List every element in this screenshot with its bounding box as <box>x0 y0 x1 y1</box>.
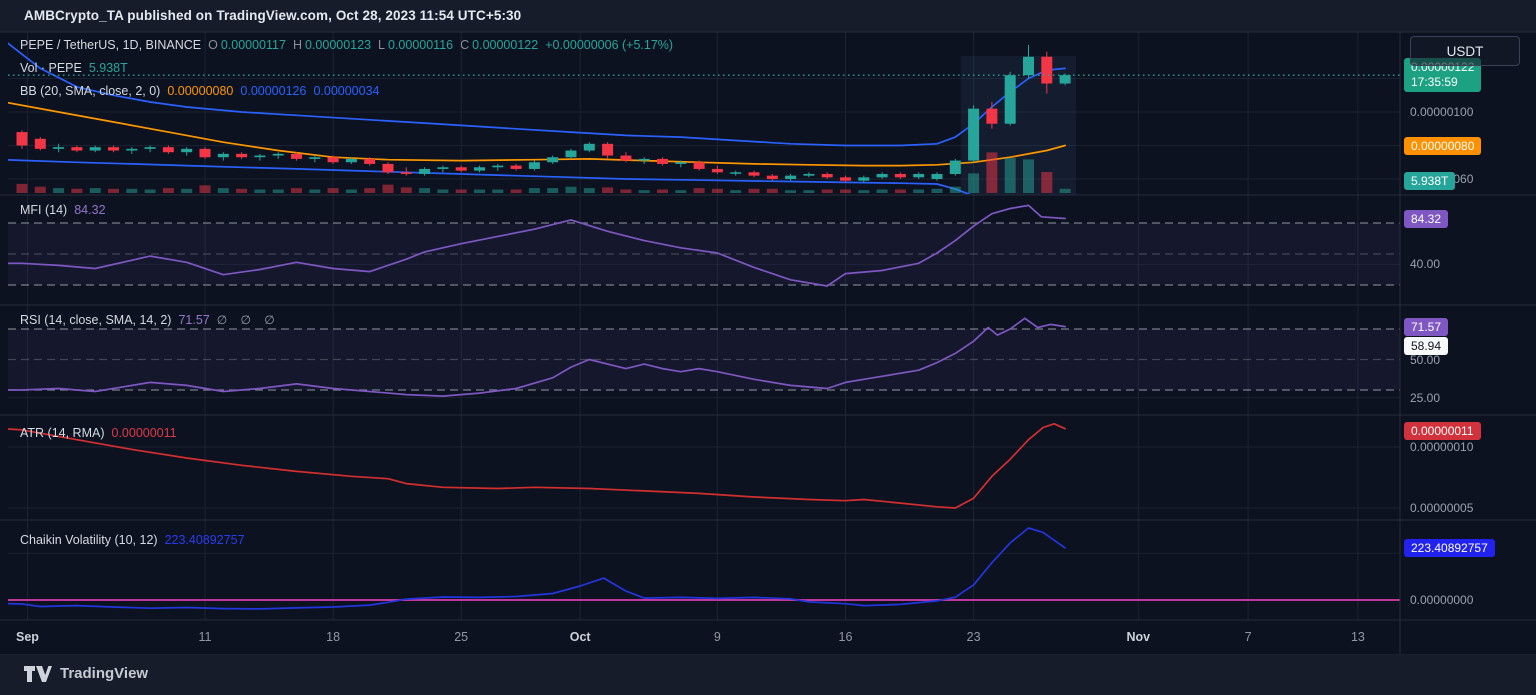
time-axis-label: 18 <box>326 630 341 644</box>
atr-legend[interactable]: ATR (14, RMA) 0.00000011 <box>20 426 177 440</box>
bb-legend[interactable]: BB (20, SMA, close, 2, 0) 0.00000080 0.0… <box>20 84 379 98</box>
axis-label: 0.00000010 <box>1410 440 1474 454</box>
time-axis-label: Oct <box>569 630 591 644</box>
rsi-title[interactable]: RSI (14, close, SMA, 14, 2) <box>20 313 172 327</box>
rsi-legend[interactable]: RSI (14, close, SMA, 14, 2) 71.57 ∅ ∅ ∅ <box>20 313 280 327</box>
open-key: O <box>208 38 218 52</box>
bb-upper-value: 0.00000126 <box>240 84 307 98</box>
time-axis-label: 25 <box>454 630 469 644</box>
atr-title[interactable]: ATR (14, RMA) <box>20 426 105 440</box>
axis-label: 0.00000005 <box>1410 501 1474 515</box>
time-axis-label: 9 <box>713 630 721 644</box>
axis-label: 0.00000000 <box>1410 593 1474 607</box>
volume-value: 5.938T <box>88 61 128 75</box>
mfi-value: 84.32 <box>74 203 106 217</box>
change-value: +0.00000006 (+5.17%) <box>545 38 674 52</box>
header-bar: AMBCrypto_TA published on TradingView.co… <box>0 0 1536 32</box>
high-value: 0.00000123 <box>304 38 372 52</box>
symbol-title[interactable]: PEPE / TetherUS, 1D, BINANCE <box>20 38 202 52</box>
time-axis-label: 23 <box>966 630 981 644</box>
footer-bar: TradingView <box>0 655 1536 695</box>
bb-basis-badge: 0.00000080 <box>1404 136 1482 155</box>
rsi-ma-badge: 58.94 <box>1404 336 1449 355</box>
time-axis-label: Nov <box>1126 630 1151 644</box>
atr-value-badge: 0.00000011 <box>1404 422 1481 441</box>
axis-label: 50.00 <box>1410 352 1441 367</box>
axis-label: 25.00 <box>1410 390 1441 405</box>
footer-brand: TradingView <box>60 665 149 682</box>
rsi-extra-symbols: ∅ ∅ ∅ <box>216 313 280 327</box>
mfi-legend[interactable]: MFI (14) 84.32 <box>20 203 106 217</box>
rsi-value-badge: 71.57 <box>1404 317 1449 336</box>
volume-badge: 5.938T <box>1404 172 1456 190</box>
chaikin-legend[interactable]: Chaikin Volatility (10, 12) 223.40892757 <box>20 533 245 547</box>
chaikin-value-badge: 223.40892757 <box>1404 538 1495 557</box>
currency-button[interactable]: USDT <box>1410 36 1520 66</box>
header-title: AMBCrypto_TA published on TradingView.co… <box>24 8 522 23</box>
time-axis-label: 16 <box>838 630 853 644</box>
axis-label: 40.00 <box>1410 257 1441 272</box>
symbol-legend[interactable]: PEPE / TetherUS, 1D, BINANCE O 0.0000011… <box>20 38 673 52</box>
mfi-value-badge: 84.32 <box>1404 209 1449 228</box>
chaikin-title[interactable]: Chaikin Volatility (10, 12) <box>20 533 158 547</box>
bb-title[interactable]: BB (20, SMA, close, 2, 0) <box>20 84 161 98</box>
low-key: L <box>378 38 385 52</box>
close-value: 0.00000122 <box>472 38 539 52</box>
axis-label: 0.00000100 <box>1410 105 1474 119</box>
low-value: 0.00000116 <box>387 38 454 52</box>
time-axis-label: 11 <box>198 630 212 644</box>
time-axis-label: 13 <box>1350 630 1365 644</box>
chaikin-value: 223.40892757 <box>164 533 245 547</box>
tradingview-logo-icon <box>24 666 52 682</box>
atr-value: 0.00000011 <box>111 426 177 440</box>
mfi-title[interactable]: MFI (14) <box>20 203 68 217</box>
close-key: C <box>460 38 470 52</box>
volume-legend[interactable]: Vol · PEPE 5.938T <box>20 61 128 75</box>
open-value: 0.00000117 <box>220 38 286 52</box>
bb-lower-value: 0.00000034 <box>313 84 380 98</box>
time-axis-label: Sep <box>16 630 39 644</box>
bb-basis-value: 0.00000080 <box>167 84 234 98</box>
volume-title[interactable]: Vol · PEPE <box>20 61 82 75</box>
rsi-value: 71.57 <box>178 313 210 327</box>
time-axis-label: 7 <box>1244 630 1252 644</box>
high-key: H <box>292 38 302 52</box>
